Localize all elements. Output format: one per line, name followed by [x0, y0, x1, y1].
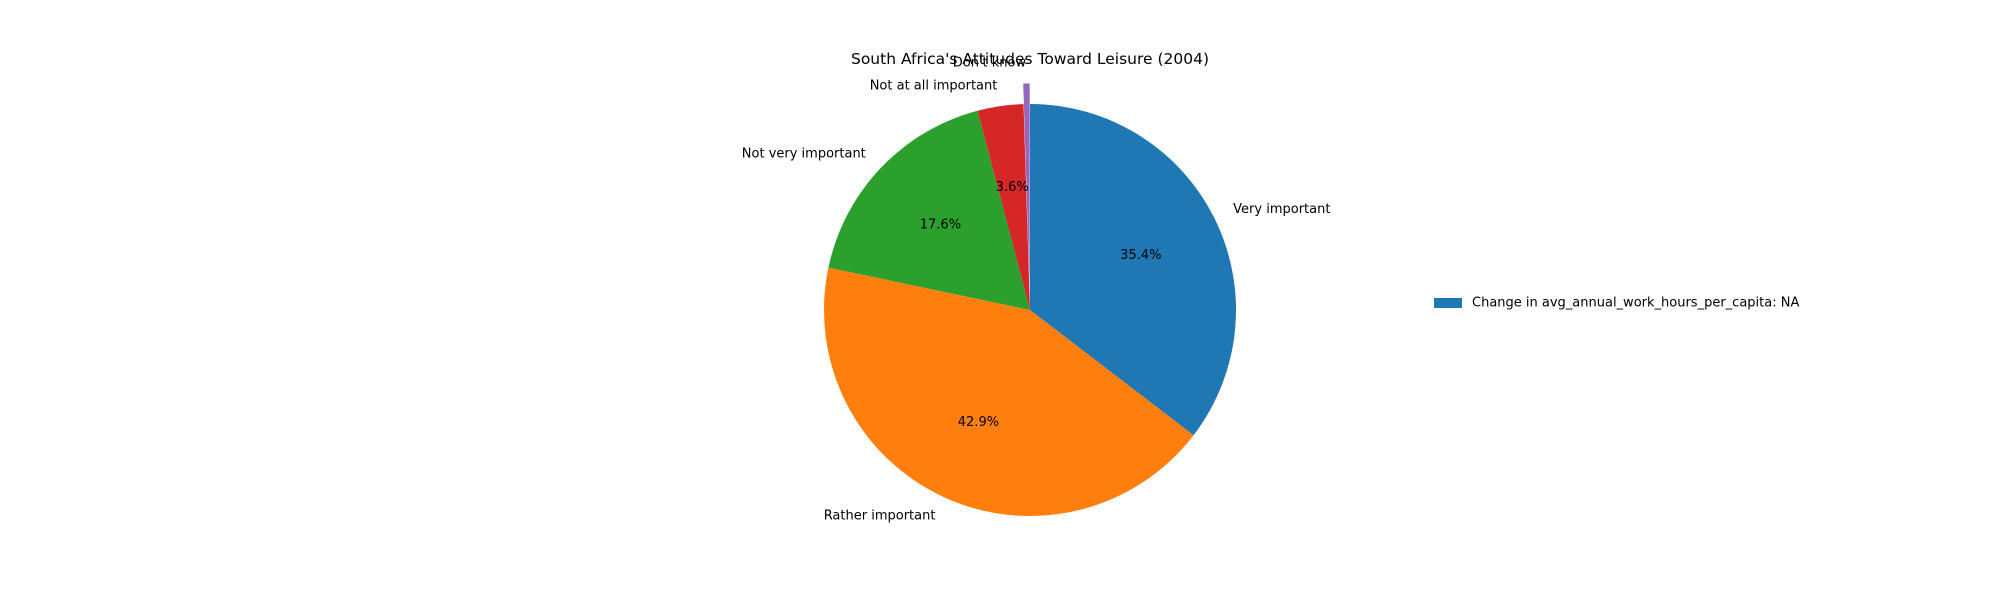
- legend: Change in avg_annual_work_hours_per_capi…: [1434, 296, 1799, 311]
- pie-slice-not-very-important: [828, 110, 1030, 310]
- slice-label-very-important: Very important: [1233, 202, 1330, 217]
- slice-percent-not-at-all-important: 3.6%: [996, 180, 1029, 195]
- slice-percent-rather-important: 42.9%: [958, 415, 999, 430]
- pie-slices: [823, 83, 1236, 517]
- pie-slice-not-at-all-important: [977, 104, 1030, 310]
- pie-labels: Very important 35.4% Rather important 42.9%…: [742, 55, 1331, 523]
- slice-label-don-t-know: Don't know: [953, 55, 1027, 70]
- chart-title: South Africa's Attitudes Toward Leisure …: [851, 50, 1209, 68]
- slice-percent-very-important: 35.4%: [1120, 248, 1161, 263]
- legend-swatch: [1434, 298, 1462, 308]
- pie-slice-very-important: [1030, 104, 1236, 436]
- slice-label-not-at-all-important: Not at all important: [870, 78, 998, 93]
- pie-slice-rather-important: [823, 267, 1194, 517]
- legend-label: Change in avg_annual_work_hours_per_capi…: [1472, 296, 1799, 311]
- slice-label-not-very-important: Not very important: [742, 146, 866, 161]
- pie-slice-don-t-know: [1023, 83, 1030, 290]
- slice-label-rather-important: Rather important: [824, 508, 936, 523]
- slice-percent-not-very-important: 17.6%: [920, 217, 961, 232]
